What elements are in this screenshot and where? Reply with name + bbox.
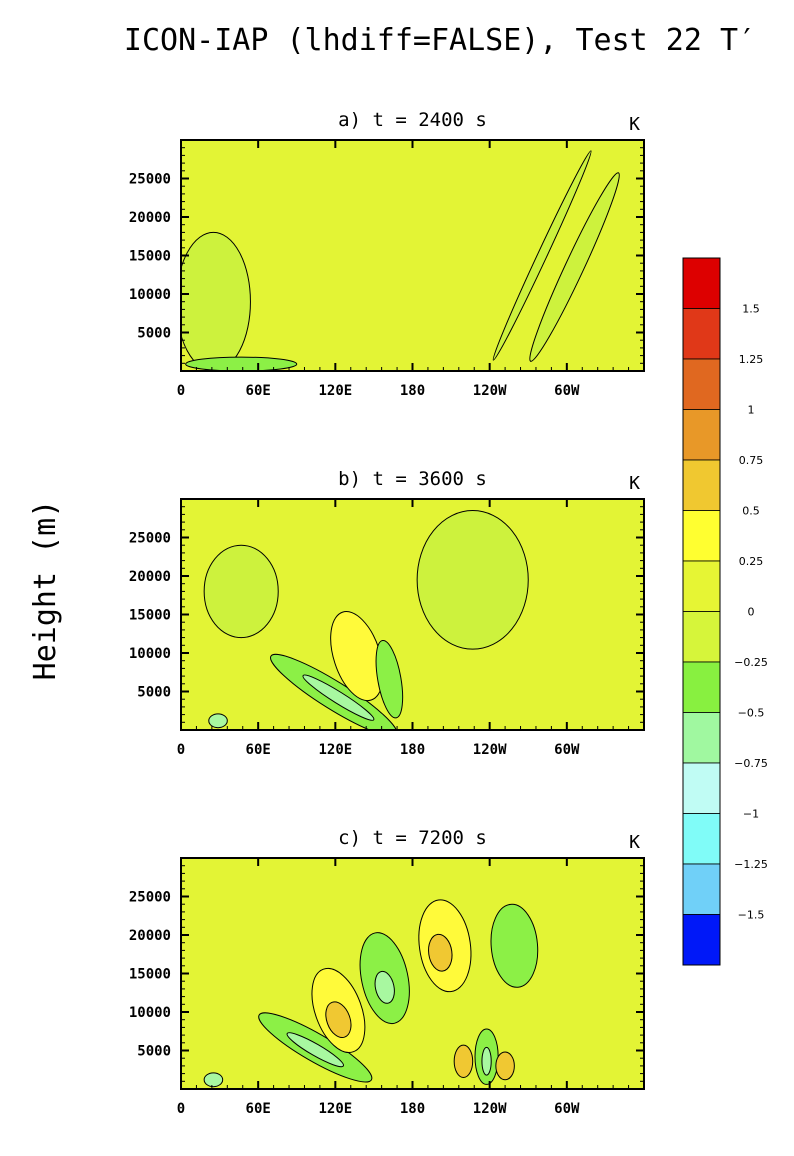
colorbar-swatch xyxy=(682,914,721,966)
x-tick-label: 120E xyxy=(318,383,352,399)
contour-region xyxy=(203,544,279,639)
panel-1: a) t = 2400 s K 0 60E 120E 180 120W 60W 25000 200… xyxy=(129,109,645,399)
y-tick-label: 25000 xyxy=(129,172,171,188)
plot-area xyxy=(181,140,644,371)
colorbar-label: 1.25 xyxy=(739,353,764,366)
colorbar-label: 0.5 xyxy=(742,505,760,518)
colorbar-label: 1.5 xyxy=(742,303,760,316)
contour-region xyxy=(428,933,453,972)
x-tick-label: 60E xyxy=(246,1101,271,1117)
x-tick-label: 180 xyxy=(400,1101,425,1117)
y-tick-label: 15000 xyxy=(129,608,171,624)
y-tick-label: 20000 xyxy=(129,928,171,944)
colorbar-swatch xyxy=(682,611,721,663)
contour-region xyxy=(302,674,375,721)
y-tick-label: 20000 xyxy=(129,210,171,226)
colorbar-label: −0.75 xyxy=(734,757,768,770)
y-tick-label: 10000 xyxy=(129,287,171,303)
x-tick-label: 0 xyxy=(177,383,185,399)
contour-region xyxy=(481,1046,492,1076)
x-tick-label: 120W xyxy=(473,1101,507,1117)
colorbar-swatch xyxy=(682,409,721,461)
colorbar-swatch xyxy=(682,712,721,764)
colorbar-label: −1 xyxy=(743,808,759,821)
colorbar-label: 0.75 xyxy=(739,454,764,467)
unit-label: K xyxy=(629,114,640,135)
colorbar-swatch xyxy=(682,308,721,360)
contour-region xyxy=(492,150,592,361)
x-tick-label: 120W xyxy=(473,742,507,758)
contour-region xyxy=(286,1032,344,1068)
y-tick-label: 15000 xyxy=(129,249,171,265)
contour-region xyxy=(495,1051,515,1081)
x-tick-label: 60W xyxy=(554,1101,580,1117)
x-tick-label: 60E xyxy=(246,742,271,758)
colorbar-label: −0.25 xyxy=(734,656,768,669)
x-tick-label: 180 xyxy=(400,383,425,399)
colorbar-label: −1.25 xyxy=(734,858,768,871)
x-tick-label: 180 xyxy=(400,742,425,758)
colorbar-swatch xyxy=(682,510,721,562)
y-tick-label: 5000 xyxy=(137,1044,171,1060)
y-tick-label: 25000 xyxy=(129,890,171,906)
contour-region xyxy=(185,356,298,371)
colorbar-label: 0 xyxy=(748,606,755,619)
colorbar-swatch xyxy=(682,560,721,612)
x-tick-label: 60E xyxy=(246,383,271,399)
x-tick-label: 0 xyxy=(177,1101,185,1117)
colorbar-swatch xyxy=(682,813,721,865)
unit-label: K xyxy=(629,473,640,494)
y-tick-label: 10000 xyxy=(129,646,171,662)
colorbar-frame xyxy=(682,257,721,966)
panel-3: c) t = 7200 s K 0 60E 120E 180 120W 60W 25000 200… xyxy=(129,827,645,1117)
colorbar-label: −0.5 xyxy=(738,707,765,720)
y-tick-label: 5000 xyxy=(137,326,171,342)
panel-2: b) t = 3600 s K 0 60E 120E 180 120W 60W 25000 200… xyxy=(129,468,645,758)
contour-region xyxy=(203,1072,224,1088)
contour-region xyxy=(374,970,395,1004)
y-tick-label: 10000 xyxy=(129,1005,171,1021)
colorbar-label: −1.5 xyxy=(738,909,765,922)
x-tick-label: 60W xyxy=(554,742,580,758)
contour-region xyxy=(325,1001,352,1039)
colorbar-swatch xyxy=(682,762,721,814)
colorbar-swatch xyxy=(682,863,721,915)
contour-region xyxy=(529,172,620,362)
panels: a) t = 2400 s K 0 60E 120E 180 120W 60W 25000 200… xyxy=(129,109,645,1117)
x-tick-label: 120E xyxy=(318,742,352,758)
contour-region xyxy=(490,903,539,988)
y-tick-label: 20000 xyxy=(129,569,171,585)
colorbar-swatch xyxy=(682,358,721,410)
panel-title: b) t = 3600 s xyxy=(338,468,487,490)
contour-region xyxy=(181,231,251,371)
contour-region xyxy=(416,510,529,650)
colorbar-swatch xyxy=(682,661,721,713)
y-tick-label: 5000 xyxy=(137,685,171,701)
x-tick-label: 0 xyxy=(177,742,185,758)
figure-title: ICON-IAP (lhdiff=FALSE), Test 22 T′ xyxy=(124,23,756,58)
contour-region xyxy=(208,713,228,729)
x-tick-label: 60W xyxy=(554,383,580,399)
colorbar-label: 0.25 xyxy=(739,555,764,568)
panel-title: a) t = 2400 s xyxy=(338,109,487,131)
y-tick-label: 15000 xyxy=(129,967,171,983)
panel-title: c) t = 7200 s xyxy=(338,827,487,849)
y-tick-label: 25000 xyxy=(129,531,171,547)
contour-region xyxy=(375,639,404,719)
unit-label: K xyxy=(629,832,640,853)
colorbar: 1.5 1.25 1 0.75 0.5 0.25 0 −0.25 −0.5 −0.75 −1 −1.2… xyxy=(682,257,768,966)
contour-region xyxy=(453,1044,474,1078)
plot-area xyxy=(181,858,644,1089)
x-tick-label: 120E xyxy=(318,1101,352,1117)
y-axis-label: Height (m) xyxy=(28,500,63,681)
x-tick-label: 120W xyxy=(473,383,507,399)
colorbar-swatch xyxy=(682,257,721,309)
colorbar-swatch xyxy=(682,459,721,511)
colorbar-label: 1 xyxy=(748,404,755,417)
